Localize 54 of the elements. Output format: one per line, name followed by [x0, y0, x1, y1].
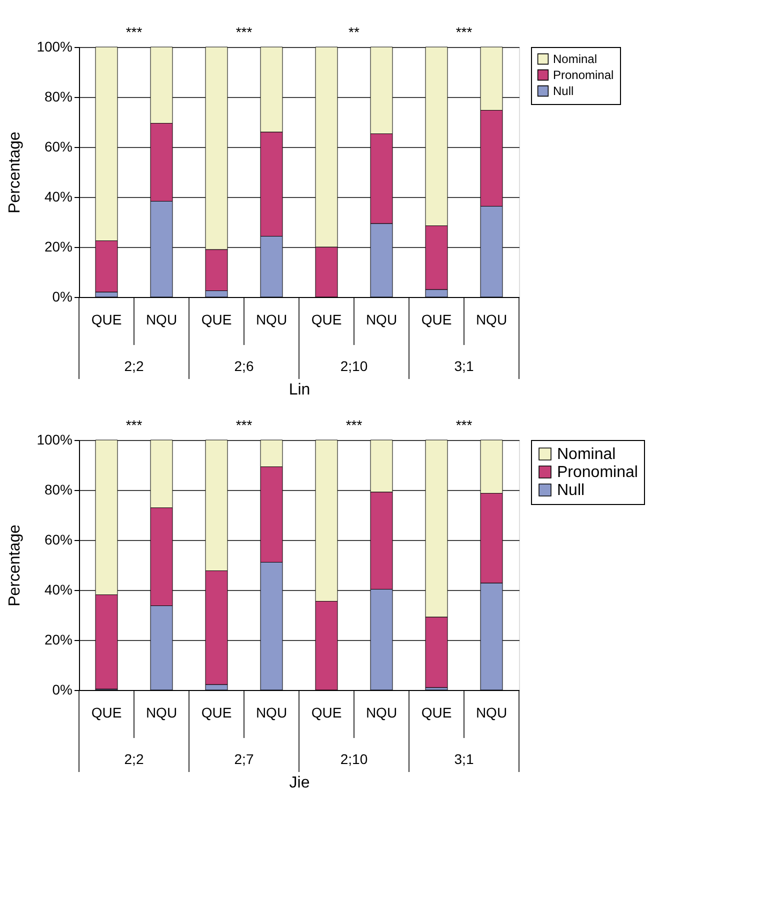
y-tick-label: 60% — [44, 532, 72, 548]
text: 2;7 — [234, 751, 254, 767]
y-tick-label: 0% — [52, 288, 72, 304]
text: 2;10 — [340, 751, 368, 767]
x-tick-label: NQU — [366, 312, 398, 328]
text: *** — [236, 24, 253, 40]
y-tick-label: 40% — [44, 188, 72, 204]
x-tick-label: QUE — [201, 704, 232, 720]
text: 2;2 — [124, 358, 144, 374]
y-tick-label: 20% — [44, 632, 72, 648]
text: *** — [456, 24, 473, 40]
x-tick-label: NQU — [476, 704, 508, 720]
y-tick-label: 100% — [36, 432, 72, 448]
y-tick-label: 60% — [44, 138, 72, 154]
x-tick-label: NQU — [366, 704, 398, 720]
x-tick-label: QUE — [311, 704, 342, 720]
text: 2;10 — [340, 358, 368, 374]
text: ** — [348, 24, 360, 40]
y-axis-title: Percentage — [6, 131, 24, 214]
x-tick-label: QUE — [91, 704, 122, 720]
legend-label: Null — [557, 482, 585, 499]
text: *** — [236, 417, 253, 433]
x-tick-label: NQU — [146, 704, 178, 720]
text: 2;6 — [234, 358, 254, 374]
x-tick-label: NQU — [476, 312, 508, 328]
text: 3;1 — [454, 751, 474, 767]
text: 3;1 — [454, 358, 474, 374]
legend-label: Null — [553, 84, 574, 98]
y-tick-label: 20% — [44, 238, 72, 254]
legend-label: Pronominal — [553, 68, 614, 82]
x-tick-label: QUE — [201, 312, 232, 328]
x-tick-label: QUE — [421, 312, 452, 328]
text: *** — [346, 417, 363, 433]
x-axis-title: Lin — [288, 382, 310, 398]
legend-label: Nominal — [557, 446, 616, 463]
x-tick-label: NQU — [256, 704, 288, 720]
x-tick-label: QUE — [91, 312, 122, 328]
legend-label: Pronominal — [557, 464, 638, 481]
x-axis-title: Jie — [289, 774, 310, 792]
text: 2;2 — [124, 751, 144, 767]
x-tick-label: QUE — [311, 312, 342, 328]
y-tick-label: 40% — [44, 582, 72, 598]
text: *** — [126, 24, 143, 40]
x-tick-label: NQU — [146, 312, 178, 328]
y-tick-label: 0% — [52, 682, 72, 698]
y-tick-label: 100% — [36, 38, 72, 54]
legend-label: Nominal — [553, 52, 598, 66]
x-tick-label: QUE — [421, 704, 452, 720]
text: *** — [456, 417, 473, 433]
y-axis-title: Percentage — [6, 524, 24, 606]
x-tick-label: NQU — [256, 312, 288, 328]
y-tick-label: 80% — [44, 482, 72, 498]
y-tick-label: 80% — [44, 88, 72, 104]
text: *** — [126, 417, 143, 433]
